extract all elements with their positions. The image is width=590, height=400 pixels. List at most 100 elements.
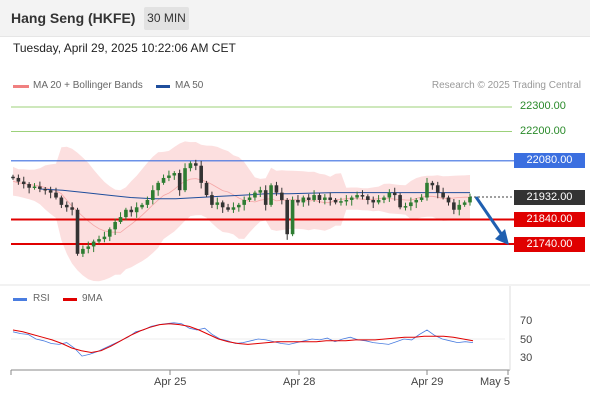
candle-body: [129, 209, 134, 213]
candle-body: [441, 192, 445, 198]
candle-body: [360, 195, 365, 197]
ma9-legend-swatch: [63, 298, 77, 301]
candle-body: [290, 199, 295, 235]
candle-body: [355, 195, 359, 198]
candle-body: [150, 190, 155, 200]
candle-body: [242, 199, 246, 205]
candle-body: [167, 175, 171, 178]
candle-body: [409, 202, 413, 207]
candle-body: [425, 182, 429, 198]
candle-body: [312, 195, 316, 200]
rsi-ma9-line: [12, 323, 474, 354]
candle-body: [97, 239, 101, 242]
candle-body: [43, 188, 48, 191]
candle-body: [435, 185, 440, 193]
bb-legend-label: MA 20 + Bollinger Bands: [33, 80, 143, 91]
candle-body: [269, 185, 273, 205]
datetime-label: Tuesday, April 29, 2025 10:22:06 AM CET: [13, 41, 236, 55]
candle-body: [231, 207, 236, 210]
candle-body: [247, 197, 252, 200]
candle-body: [86, 246, 91, 249]
candle-body: [387, 192, 392, 198]
candle-body: [59, 197, 64, 205]
candle-body: [27, 184, 31, 188]
candle-body: [462, 202, 467, 205]
candle-body: [156, 182, 160, 191]
candle-body: [468, 197, 472, 203]
candle-body: [258, 190, 263, 193]
candle-body: [118, 217, 123, 222]
candle-body: [323, 197, 327, 200]
candle-body: [376, 199, 381, 203]
candle-body: [199, 165, 203, 183]
resistance-tag: 22080.00: [514, 153, 585, 168]
support1-tag: 21840.00: [514, 212, 585, 227]
candle-body: [113, 221, 117, 230]
ma50-legend-swatch: [156, 85, 170, 88]
candle-body: [446, 197, 451, 203]
candle-body: [183, 168, 187, 191]
rsi-level-30: 30: [520, 352, 533, 364]
candle-body: [280, 192, 284, 200]
level-22200: 22200.00: [520, 125, 566, 137]
x-label-may5: May 5: [480, 376, 510, 388]
support2-tag: 21740.00: [514, 237, 585, 252]
candle-body: [253, 192, 257, 198]
candle-body: [339, 201, 343, 203]
candle-body: [349, 197, 354, 200]
candle-body: [317, 195, 322, 200]
candle-body: [102, 236, 107, 240]
candle-body: [107, 229, 112, 237]
candle-body: [285, 199, 289, 235]
x-label-apr28: Apr 28: [283, 376, 316, 388]
ma50-legend-label: MA 50: [175, 80, 204, 91]
candle-body: [366, 196, 370, 200]
candle-body: [452, 202, 456, 210]
candle-body: [274, 185, 279, 193]
candle-body: [398, 195, 402, 208]
candle-body: [161, 177, 166, 183]
candle-body: [301, 197, 306, 203]
forecast-arrow-shaft: [474, 196, 504, 236]
candle-body: [16, 177, 21, 182]
candle-body: [220, 202, 225, 208]
candle-body: [32, 186, 37, 189]
credit-text: Research © 2025 Trading Central: [431, 80, 581, 91]
candle-body: [226, 207, 230, 210]
ma9-legend-label: 9MA: [82, 293, 103, 304]
candle-body: [344, 199, 349, 202]
candle-body: [403, 206, 408, 208]
candle-body: [306, 197, 311, 200]
candle-body: [430, 182, 435, 186]
rsi-legend-label: RSI: [33, 293, 50, 304]
rsi-line: [12, 322, 474, 357]
candle-body: [21, 181, 26, 185]
rsi-level-50: 50: [520, 334, 533, 346]
candle-body: [124, 209, 128, 218]
candle-body: [194, 163, 198, 166]
candle-body: [140, 204, 144, 208]
x-label-apr25: Apr 25: [154, 376, 187, 388]
candle-body: [91, 241, 96, 247]
candle-body: [188, 163, 193, 169]
candle-body: [134, 207, 139, 213]
candle-body: [328, 197, 333, 200]
candle-body: [177, 173, 182, 191]
bb-legend-swatch: [13, 85, 29, 88]
last-price-tag: 21932.00: [514, 190, 585, 205]
candle-body: [215, 202, 220, 205]
candle-body: [11, 176, 15, 179]
candle-body: [371, 199, 376, 203]
candle-body: [263, 190, 268, 205]
header-bar: [0, 0, 590, 37]
candle-body: [414, 199, 419, 203]
candle-body: [75, 209, 80, 254]
forecast-arrow-head: [495, 229, 509, 245]
candle-body: [70, 207, 74, 210]
candle-body: [81, 248, 85, 254]
candle-body: [172, 173, 177, 176]
timeframe-button[interactable]: 30 MIN: [144, 7, 189, 30]
candle-body: [145, 199, 150, 205]
candle-body: [333, 199, 338, 203]
